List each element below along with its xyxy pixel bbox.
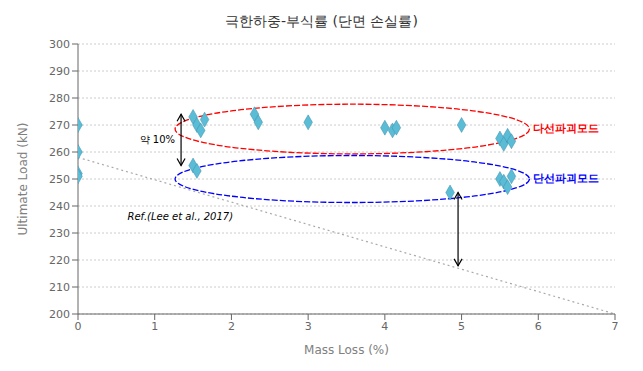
svg-text:300: 300 <box>49 38 70 51</box>
svg-text:단선파괴모드: 단선파괴모드 <box>533 172 599 185</box>
svg-text:0: 0 <box>75 320 82 333</box>
svg-text:260: 260 <box>49 146 70 159</box>
svg-text:6: 6 <box>535 320 542 333</box>
svg-text:약 10%: 약 10% <box>140 134 175 145</box>
svg-text:230: 230 <box>49 227 70 240</box>
svg-text:7: 7 <box>612 320 619 333</box>
svg-text:1: 1 <box>151 320 158 333</box>
svg-text:210: 210 <box>49 281 70 294</box>
svg-text:Ref.(Lee et al., 2017): Ref.(Lee et al., 2017) <box>127 211 233 222</box>
svg-text:270: 270 <box>49 119 70 132</box>
svg-text:240: 240 <box>49 200 70 213</box>
svg-text:Mass Loss (%): Mass Loss (%) <box>304 343 389 357</box>
svg-text:다선파괴모드: 다선파괴모드 <box>533 122 599 135</box>
html-text:극한하중-부식률 (단면 손실률): 극한하중-부식률 (단면 손실률) <box>225 13 418 29</box>
svg-text:290: 290 <box>49 65 70 78</box>
svg-text:250: 250 <box>49 173 70 186</box>
svg-text:5: 5 <box>458 320 465 333</box>
svg-text:200: 200 <box>49 308 70 321</box>
svg-text:2: 2 <box>228 320 235 333</box>
svg-text:220: 220 <box>49 254 70 267</box>
svg-text:280: 280 <box>49 92 70 105</box>
svg-text:3: 3 <box>305 320 312 333</box>
svg-text:Ultimate Load (kN): Ultimate Load (kN) <box>16 123 30 236</box>
svg-text:4: 4 <box>381 320 388 333</box>
